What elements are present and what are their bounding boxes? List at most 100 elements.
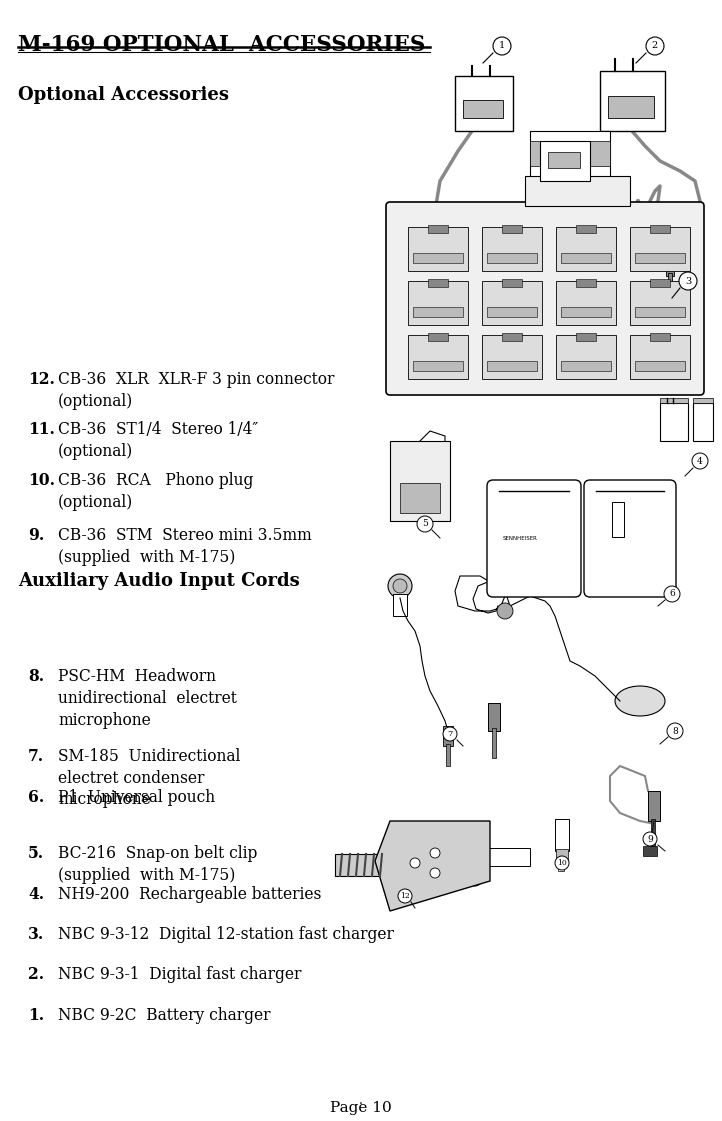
- Bar: [556, 281, 616, 325]
- Bar: [635, 307, 685, 317]
- Bar: [446, 744, 450, 766]
- Bar: [630, 226, 690, 271]
- Bar: [400, 483, 440, 513]
- Bar: [668, 274, 672, 293]
- Text: NBC 9-3-1  Digital fast charger: NBC 9-3-1 Digital fast charger: [58, 966, 301, 983]
- Circle shape: [393, 580, 407, 593]
- FancyBboxPatch shape: [584, 480, 676, 597]
- Bar: [455, 76, 513, 131]
- Bar: [393, 594, 407, 617]
- Text: electret condenser: electret condenser: [58, 769, 204, 787]
- Text: 6.: 6.: [28, 789, 44, 806]
- Text: Page 10: Page 10: [330, 1101, 392, 1114]
- Bar: [502, 333, 522, 341]
- Bar: [390, 441, 450, 521]
- Bar: [448, 852, 458, 861]
- Text: (optional): (optional): [58, 443, 134, 461]
- Bar: [430, 348, 433, 365]
- Text: 11.: 11.: [28, 421, 55, 438]
- Bar: [487, 253, 537, 263]
- Text: 9: 9: [647, 834, 653, 843]
- Bar: [612, 502, 624, 537]
- Circle shape: [430, 868, 440, 878]
- Ellipse shape: [615, 686, 665, 716]
- Text: CB-36  XLR  XLR-F 3 pin connector: CB-36 XLR XLR-F 3 pin connector: [58, 371, 334, 388]
- Text: 7.: 7.: [28, 748, 44, 765]
- Text: 4.: 4.: [28, 886, 44, 902]
- Text: 2.: 2.: [28, 966, 44, 983]
- Bar: [428, 333, 448, 341]
- Text: 1.: 1.: [28, 1007, 44, 1025]
- Bar: [428, 225, 448, 233]
- Circle shape: [388, 574, 412, 597]
- Bar: [651, 819, 655, 849]
- Bar: [630, 335, 690, 379]
- Bar: [408, 335, 468, 379]
- Text: (supplied  with M-175): (supplied with M-175): [58, 868, 235, 884]
- Bar: [487, 307, 537, 317]
- Text: 10.: 10.: [28, 472, 55, 489]
- Circle shape: [417, 516, 433, 532]
- Bar: [630, 281, 690, 325]
- Bar: [482, 281, 542, 325]
- Text: Auxiliary Audio Input Cords: Auxiliary Audio Input Cords: [18, 572, 300, 590]
- Text: microphone: microphone: [58, 791, 151, 808]
- FancyBboxPatch shape: [386, 202, 704, 395]
- Circle shape: [430, 847, 440, 858]
- Text: SM-185  Unidirectional: SM-185 Unidirectional: [58, 748, 240, 765]
- Bar: [482, 335, 542, 379]
- Circle shape: [679, 272, 697, 290]
- Circle shape: [443, 728, 457, 741]
- Text: BC-216  Snap-on belt clip: BC-216 Snap-on belt clip: [58, 845, 257, 862]
- Circle shape: [497, 603, 513, 619]
- Bar: [650, 279, 670, 287]
- Bar: [600, 71, 665, 131]
- Bar: [693, 398, 713, 404]
- Text: SENNHEISER: SENNHEISER: [503, 536, 537, 540]
- Bar: [561, 307, 611, 317]
- Text: microphone: microphone: [58, 712, 151, 729]
- Text: P1  Universal pouch: P1 Universal pouch: [58, 789, 215, 806]
- Bar: [463, 100, 503, 118]
- Text: 2: 2: [652, 41, 658, 50]
- Text: 5: 5: [422, 519, 428, 528]
- Bar: [540, 141, 590, 180]
- Text: 11: 11: [470, 876, 480, 883]
- Bar: [502, 225, 522, 233]
- Text: .: .: [359, 1094, 363, 1108]
- Circle shape: [410, 858, 420, 868]
- Bar: [666, 258, 674, 276]
- Text: (supplied  with M-175): (supplied with M-175): [58, 549, 235, 566]
- Bar: [488, 703, 500, 731]
- Bar: [558, 859, 564, 871]
- Bar: [428, 279, 448, 287]
- Text: NBC 9-3-12  Digital 12-station fast charger: NBC 9-3-12 Digital 12-station fast charg…: [58, 926, 394, 943]
- Bar: [492, 728, 496, 758]
- Bar: [335, 854, 393, 876]
- Bar: [502, 279, 522, 287]
- Bar: [643, 846, 657, 856]
- Text: 1: 1: [499, 41, 505, 50]
- Circle shape: [692, 453, 708, 469]
- FancyBboxPatch shape: [487, 480, 581, 597]
- Bar: [556, 226, 616, 271]
- Text: 10: 10: [557, 859, 567, 867]
- Text: unidirectional  electret: unidirectional electret: [58, 689, 237, 707]
- Bar: [561, 361, 611, 371]
- Bar: [438, 348, 441, 365]
- Bar: [525, 176, 630, 206]
- Circle shape: [646, 37, 664, 55]
- Bar: [530, 131, 610, 180]
- Bar: [556, 849, 568, 861]
- Bar: [413, 253, 463, 263]
- Bar: [487, 361, 537, 371]
- Text: 7: 7: [448, 730, 453, 738]
- Bar: [482, 226, 542, 271]
- Bar: [608, 96, 654, 118]
- Text: CB-36  RCA   Phono plug: CB-36 RCA Phono plug: [58, 472, 253, 489]
- Text: M-169 OPTIONAL  ACCESSORIES: M-169 OPTIONAL ACCESSORIES: [18, 34, 425, 56]
- Bar: [413, 307, 463, 317]
- Bar: [576, 333, 596, 341]
- Text: 12: 12: [400, 892, 410, 900]
- Bar: [576, 279, 596, 287]
